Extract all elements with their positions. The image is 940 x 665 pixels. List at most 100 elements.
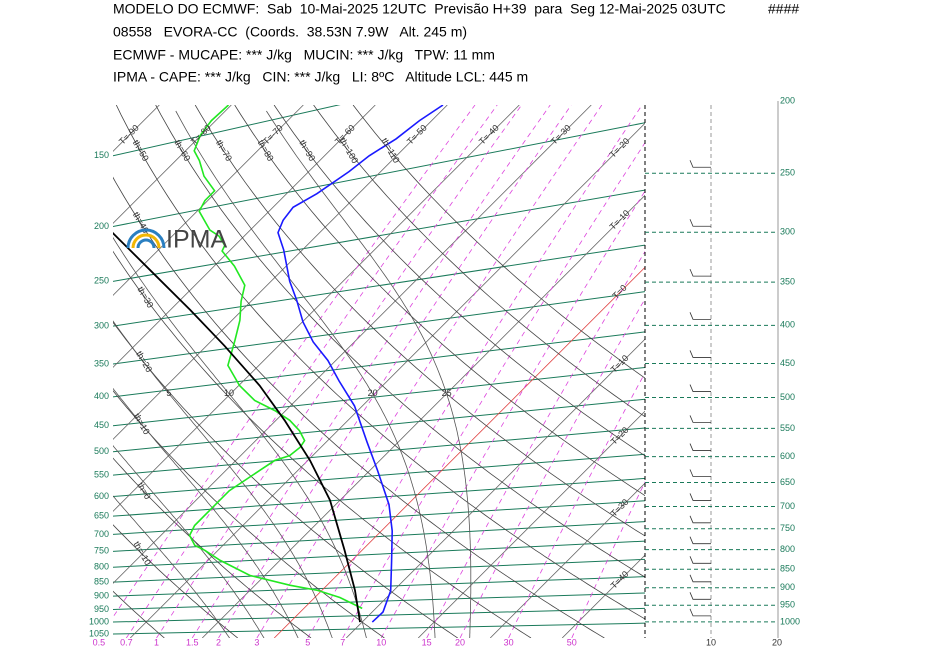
isobar: [113, 331, 645, 398]
wind-barb: [689, 493, 711, 501]
y-tick-label: 800: [94, 562, 109, 572]
mixing-ratio-label: 0.7: [120, 637, 133, 647]
y-tick-label: 750: [94, 546, 109, 556]
y2-tick-label: 950: [780, 600, 795, 610]
dry-adiabat: [113, 390, 385, 638]
y-tick-label: 650: [94, 511, 109, 521]
y2-tick-label: 300: [780, 227, 795, 237]
temperature-profile: [277, 105, 444, 623]
dry-adiabat-label: th=70: [214, 138, 234, 163]
dry-adiabat-label: th=50: [131, 138, 151, 163]
dry-adiabat: [313, 105, 645, 418]
dewpoint-profile: [188, 105, 363, 610]
isotherm-label: T=30: [609, 497, 631, 519]
isobar: [113, 398, 645, 453]
y-tick-label: 950: [94, 604, 109, 614]
isobar: [113, 592, 645, 610]
mixing-ratio-label: 5: [305, 637, 310, 647]
moist-adiabat: [175, 110, 436, 638]
mixing-ratio-line: [459, 298, 645, 638]
y2-tick-label: 1000: [780, 616, 800, 626]
wind-barb: [689, 160, 711, 168]
wind-barb: [689, 536, 711, 545]
wind-barb: [689, 443, 711, 451]
y2-tick-label: 800: [780, 544, 795, 554]
header-line: ECMWF - MUCAPE: *** J/kg MUCIN: *** J/kg…: [113, 47, 495, 63]
isobar: [113, 521, 645, 552]
y-tick-label: 400: [94, 391, 109, 401]
isotherm-label: T=-10: [608, 208, 632, 232]
mixing-ratio-label: 2: [216, 637, 221, 647]
isotherm-label: T=-30: [549, 123, 573, 147]
y-tick-label: 550: [94, 469, 109, 479]
y2-tick-label: 600: [780, 451, 795, 461]
logo-arc: [136, 238, 156, 249]
isotherm-label: T=-20: [608, 136, 632, 160]
mixing-ratio-line: [426, 250, 645, 638]
dry-adiabat: [273, 105, 645, 457]
wind-barb: [689, 415, 711, 423]
dry-adiabat: [194, 105, 645, 537]
y-tick-label: 150: [94, 150, 109, 160]
y2-tick-label: 550: [780, 423, 795, 433]
logo-arc: [131, 233, 161, 249]
wind-tick-label: 20: [772, 637, 782, 647]
isobar: [113, 576, 645, 597]
dry-adiabat-label: th=-10: [132, 540, 154, 567]
wind-barb: [689, 574, 711, 583]
dry-adiabat: [113, 590, 165, 638]
isobar: [113, 540, 645, 568]
mixing-ratio-line: [156, 105, 522, 638]
y2-tick-label: 750: [780, 523, 795, 533]
dry-adiabat: [113, 524, 238, 638]
mixing-ratio-label: 1: [154, 637, 159, 647]
dry-adiabat: [113, 321, 458, 638]
isotherm-label: T=40: [609, 569, 631, 591]
wind-barb: [689, 592, 711, 600]
logo-arc: [126, 228, 166, 249]
mixing-ratio-line: [256, 105, 603, 638]
mixing-ratio-line: [191, 105, 551, 638]
parcel-profile: [113, 231, 361, 623]
wind-tick-label: 10: [706, 637, 716, 647]
mixing-ratio-label: 15: [422, 637, 432, 647]
isotherm-label: T=10: [609, 353, 631, 375]
mixing-ratio-label: 7: [340, 637, 345, 647]
y-tick-label: 900: [94, 591, 109, 601]
wind-barb: [689, 556, 711, 564]
isotherm: [113, 105, 520, 512]
mixing-ratio-label: 3: [254, 637, 259, 647]
mixing-ratio-label: 10: [376, 637, 386, 647]
isobar: [113, 622, 645, 635]
y2-tick-label: 850: [780, 564, 795, 574]
y-tick-label: 450: [94, 420, 109, 430]
moist-adiabat: [266, 110, 472, 638]
moist-adiabat-label: 25: [442, 388, 452, 398]
y2-tick-label: 250: [780, 168, 795, 178]
moist-adiabat: [113, 445, 265, 638]
isotherm: [113, 105, 160, 152]
wind-barb: [689, 312, 711, 320]
dry-adiabat-label: th=100: [338, 136, 361, 165]
isobar: [113, 105, 341, 157]
dry-adiabat: [234, 105, 645, 497]
dry-adiabat-label: th=110: [379, 136, 401, 164]
y2-tick-label: 500: [780, 392, 795, 402]
y2-tick-label: 350: [780, 276, 795, 286]
wind-barb: [689, 469, 711, 477]
moist-adiabat: [113, 320, 333, 638]
y-tick-label: 1050: [89, 628, 109, 638]
mixing-ratio-label: 1.5: [186, 637, 199, 647]
profiles: [113, 105, 444, 623]
dry-adiabat: [113, 176, 605, 638]
y-tick-label: 850: [94, 576, 109, 586]
dry-adiabat-label: th=20: [134, 349, 154, 374]
wind-barb: [689, 268, 711, 277]
wind-barb: [689, 350, 711, 358]
y-tick-label: 1000: [89, 616, 109, 626]
moist-adiabat-label: 5: [166, 388, 171, 398]
dry-adiabat: [113, 457, 312, 638]
wind-barb: [689, 384, 711, 392]
mixing-ratio-line: [218, 105, 572, 638]
isotherm-label: T=0: [610, 283, 628, 301]
